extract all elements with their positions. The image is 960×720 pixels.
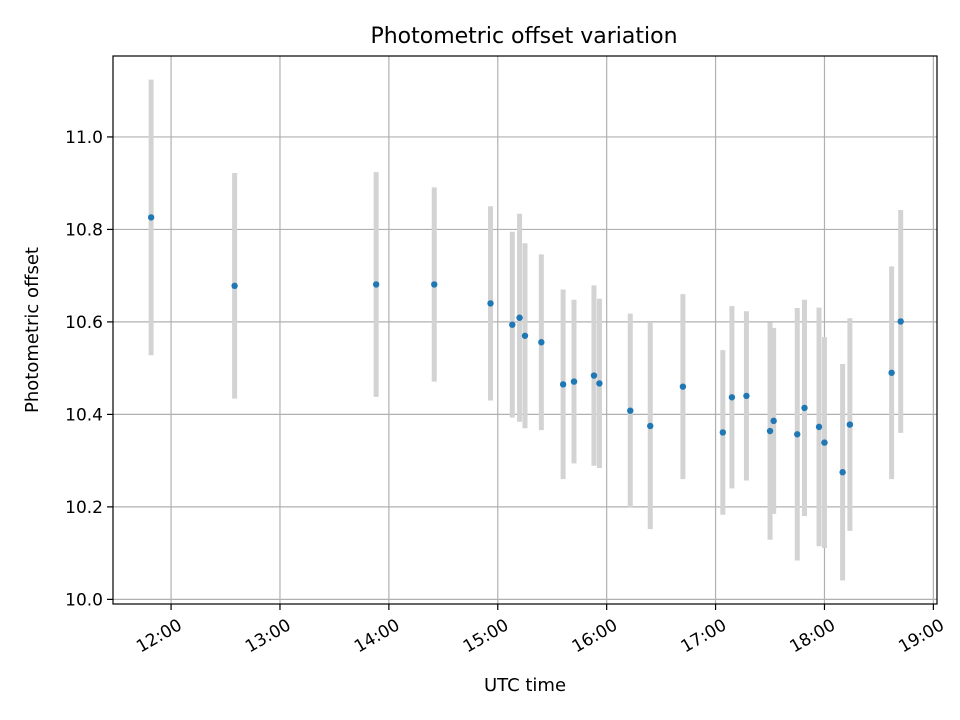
y-tick-label: 10.0 [65,590,103,610]
data-point [538,339,545,346]
data-point [846,421,854,428]
x-tick-label: 18:00 [787,615,839,657]
data-point [509,321,516,328]
data-point [590,372,598,379]
data-point [627,407,634,414]
data-point [679,383,687,390]
y-axis-label: Photometric offset [22,247,43,413]
y-tick-label: 11.0 [65,128,103,148]
data-point [766,427,774,435]
data-points [147,214,904,476]
y-tick-label: 10.2 [65,498,103,518]
x-tick-label: 16:00 [569,615,621,657]
error-bars [148,79,904,581]
data-point [719,429,727,436]
data-point [521,332,529,339]
data-point [801,404,808,412]
data-point [147,214,155,221]
data-point [728,394,736,401]
data-point [516,314,523,321]
x-tick-label: 15:00 [460,615,512,657]
data-point [821,439,828,446]
data-point [815,423,823,431]
data-point [559,381,567,388]
data-point [372,281,380,288]
x-tick-label: 13:00 [242,615,294,657]
x-tick-label: 14:00 [351,615,403,657]
data-point [596,380,603,387]
y-tick-label: 10.4 [65,405,103,425]
data-point [231,282,238,290]
y-tick-label: 10.6 [65,313,103,333]
data-point [794,431,801,438]
data-point [888,369,895,376]
x-tick-label: 12:00 [133,615,185,657]
plot-frame [112,55,938,605]
data-point [487,300,494,307]
x-tick-label: 17:00 [678,615,730,657]
data-point [770,417,777,425]
data-point [897,318,904,325]
data-point [743,392,750,400]
data-point [431,281,438,288]
x-axis-label: UTC time [484,675,566,696]
data-point [570,378,578,385]
data-point [839,469,846,476]
axis-ticks: 12:00 13:00 14:00 15:00 16:00 17:00 18:00 19:00… [65,128,948,657]
chart-title: Photometric offset variation [370,24,677,49]
y-tick-label: 10.8 [65,220,103,240]
grid [113,56,937,604]
x-tick-label: 19:00 [895,615,947,657]
data-point [647,422,654,430]
